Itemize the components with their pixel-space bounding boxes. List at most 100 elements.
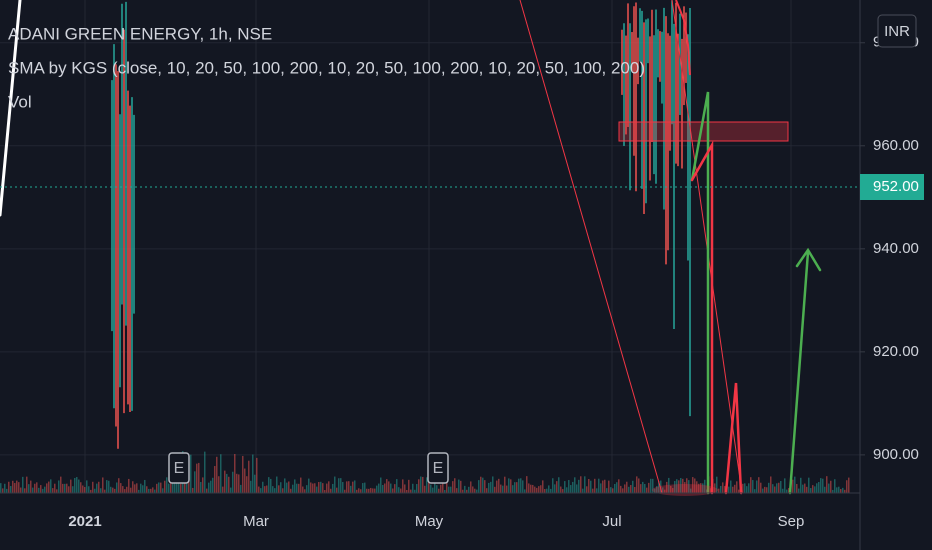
currency-button[interactable]	[877, 14, 917, 48]
volume-bar	[196, 463, 198, 493]
volume-bar	[476, 489, 478, 493]
volume-bar	[848, 477, 850, 493]
volume-bar	[792, 479, 794, 493]
volume-bar	[364, 482, 366, 493]
volume-bar	[548, 485, 550, 493]
x-tick-label: 2021	[68, 513, 101, 530]
volume-bar	[566, 487, 568, 493]
volume-bar	[670, 485, 672, 493]
volume-bar	[630, 485, 632, 493]
volume-bar	[546, 488, 548, 493]
volume-bar	[468, 486, 470, 493]
volume-bar	[104, 489, 106, 493]
volume-bar	[24, 488, 26, 493]
volume-bar	[394, 484, 396, 493]
volume-bar	[352, 481, 354, 493]
volume-bar	[438, 488, 440, 493]
volume-bar	[680, 478, 682, 493]
volume-bar	[368, 488, 370, 493]
volume-bar	[358, 488, 360, 493]
volume-bar	[50, 479, 52, 493]
volume-bar	[608, 480, 610, 493]
volume-bar	[96, 483, 98, 493]
volume-bar	[28, 484, 30, 493]
volume-bar	[444, 489, 446, 493]
volume-bar	[430, 484, 432, 493]
volume-bar	[286, 482, 288, 493]
volume-bar	[816, 483, 818, 493]
volume-bar	[716, 476, 718, 493]
volume-bar	[406, 489, 408, 493]
volume-bar	[240, 484, 242, 493]
volume-bar	[334, 476, 336, 493]
volume-bar	[354, 480, 356, 493]
volume-bar	[718, 488, 720, 493]
volume-bar	[696, 481, 698, 493]
volume-bar	[782, 488, 784, 493]
volume-bar	[750, 477, 752, 493]
volume-bar	[454, 478, 456, 493]
volume-bar	[146, 486, 148, 493]
volume-bar	[16, 480, 18, 493]
volume-bar	[784, 478, 786, 493]
volume-bar	[596, 488, 598, 493]
event-label: E	[174, 460, 185, 477]
volume-bar	[136, 483, 138, 493]
volume-bar	[98, 481, 100, 493]
volume-bar	[512, 485, 514, 493]
volume-bar	[758, 477, 760, 493]
volume-bar	[536, 487, 538, 493]
volume-bar	[448, 486, 450, 493]
currency-label[interactable]: INR	[884, 23, 910, 40]
volume-bar	[132, 481, 134, 493]
volume-bar	[342, 482, 344, 493]
volume-bar	[786, 489, 788, 493]
volume-bar	[26, 476, 28, 493]
drawing-path	[690, 91, 710, 495]
volume-bar	[780, 480, 782, 493]
volume-bar	[778, 482, 780, 493]
volume-bar	[724, 486, 726, 493]
volume-bar	[6, 488, 8, 493]
volume-bar	[390, 483, 392, 493]
volume-bar	[682, 478, 684, 493]
volume-bar	[502, 485, 504, 493]
volume-bar	[668, 477, 670, 493]
volume-bar	[586, 486, 588, 493]
volume-bar	[168, 483, 170, 493]
volume-bar	[74, 477, 76, 493]
volume-bar	[506, 485, 508, 493]
volume-bar	[130, 487, 132, 493]
volume-bar	[212, 477, 214, 493]
volume-bar	[116, 482, 118, 493]
volume-bar	[722, 482, 724, 493]
volume-bar	[278, 485, 280, 493]
volume-bar	[360, 489, 362, 493]
volume-bar	[250, 480, 252, 493]
volume-bar	[516, 482, 518, 493]
volume-bar	[618, 479, 620, 493]
event-marker	[168, 452, 190, 484]
volume-bar	[626, 481, 628, 493]
volume-bar	[300, 477, 302, 493]
volume-bar	[754, 489, 756, 493]
volume-bar	[660, 480, 662, 493]
volume-bar	[172, 483, 174, 493]
volume-bar	[274, 488, 276, 493]
volume-bar	[388, 481, 390, 493]
volume-bar	[8, 481, 10, 493]
volume-bar	[68, 486, 70, 493]
volume-bar	[52, 488, 54, 493]
volume-bar	[44, 486, 46, 493]
volume-bar	[510, 479, 512, 493]
last-price-box	[860, 174, 924, 200]
volume-bar	[440, 484, 442, 493]
volume-bar	[198, 462, 200, 493]
volume-bar	[218, 476, 220, 493]
grid	[0, 0, 860, 493]
volume-bar	[776, 483, 778, 493]
volume-bar	[314, 483, 316, 493]
volume-bar	[306, 485, 308, 493]
volume-bar	[746, 486, 748, 493]
volume-bar	[734, 484, 736, 493]
